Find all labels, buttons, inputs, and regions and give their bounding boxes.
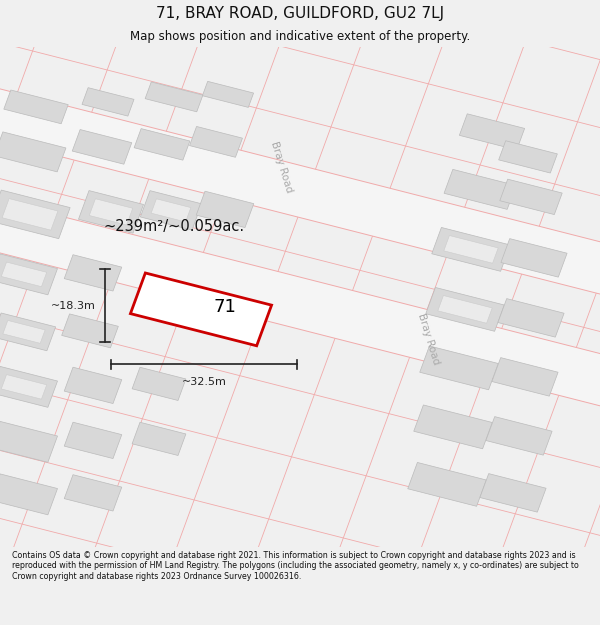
Polygon shape [486, 417, 552, 455]
Polygon shape [1, 262, 47, 287]
Polygon shape [64, 255, 122, 291]
Polygon shape [196, 191, 254, 228]
Polygon shape [134, 129, 190, 160]
Text: Contains OS data © Crown copyright and database right 2021. This information is : Contains OS data © Crown copyright and d… [12, 551, 579, 581]
Polygon shape [140, 191, 202, 230]
Polygon shape [444, 236, 498, 263]
Polygon shape [460, 114, 524, 150]
Polygon shape [480, 474, 546, 512]
Polygon shape [0, 254, 58, 295]
Text: ~18.3m: ~18.3m [51, 301, 96, 311]
Polygon shape [202, 81, 254, 107]
Text: ~32.5m: ~32.5m [182, 377, 226, 387]
Polygon shape [0, 132, 66, 172]
Polygon shape [132, 368, 186, 401]
Polygon shape [414, 405, 492, 449]
Polygon shape [426, 288, 504, 331]
Polygon shape [0, 366, 58, 408]
Polygon shape [432, 228, 510, 271]
Text: 71, BRAY ROAD, GUILDFORD, GU2 7LJ: 71, BRAY ROAD, GUILDFORD, GU2 7LJ [156, 6, 444, 21]
Polygon shape [492, 357, 558, 396]
Polygon shape [501, 239, 567, 277]
Text: Bray Road: Bray Road [269, 140, 295, 194]
Polygon shape [3, 321, 45, 343]
Polygon shape [499, 141, 557, 173]
Polygon shape [500, 179, 562, 214]
Polygon shape [408, 462, 486, 506]
Polygon shape [151, 199, 191, 222]
Polygon shape [0, 17, 600, 357]
Polygon shape [62, 314, 118, 348]
Text: ~239m²/~0.059ac.: ~239m²/~0.059ac. [103, 219, 245, 234]
Polygon shape [4, 90, 68, 124]
Polygon shape [498, 299, 564, 337]
Text: 71: 71 [214, 298, 236, 316]
Polygon shape [64, 422, 122, 459]
Polygon shape [0, 167, 600, 507]
Polygon shape [64, 368, 122, 404]
Polygon shape [79, 191, 143, 233]
Polygon shape [438, 296, 492, 323]
Polygon shape [82, 88, 134, 116]
Polygon shape [0, 474, 58, 515]
Polygon shape [1, 374, 47, 399]
Polygon shape [420, 346, 498, 390]
Polygon shape [444, 169, 516, 209]
Polygon shape [145, 82, 203, 112]
Text: Map shows position and indicative extent of the property.: Map shows position and indicative extent… [130, 30, 470, 43]
Polygon shape [72, 129, 132, 164]
Polygon shape [130, 273, 272, 346]
Polygon shape [64, 475, 122, 511]
Polygon shape [190, 126, 242, 158]
Text: Bray Road: Bray Road [416, 312, 442, 366]
Polygon shape [0, 421, 58, 462]
Polygon shape [89, 199, 133, 225]
Polygon shape [0, 313, 56, 351]
Polygon shape [0, 190, 70, 239]
Polygon shape [132, 422, 186, 456]
Polygon shape [2, 199, 58, 230]
